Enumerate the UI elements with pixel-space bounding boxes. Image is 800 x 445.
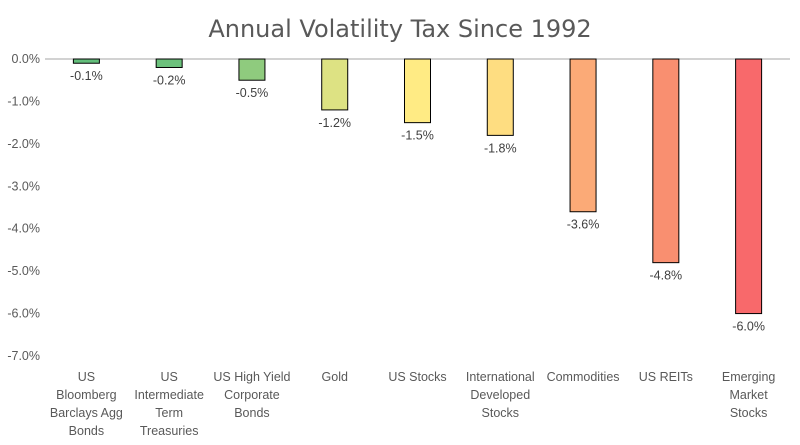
y-tick-label: -1.0% <box>7 94 40 108</box>
data-label: -0.1% <box>70 69 103 83</box>
x-category-label: US High Yield Corporate Bonds <box>213 370 290 420</box>
data-label: -0.2% <box>153 73 186 87</box>
bar <box>321 58 349 111</box>
data-label: -1.8% <box>484 141 517 155</box>
x-category-label-line: Treasuries <box>140 424 199 438</box>
y-axis: 0.0% -1.0% -2.0% -3.0% -4.0% -5.0% -6.0% -7.0% <box>7 52 40 363</box>
x-category-label-line: US <box>78 370 95 384</box>
y-tick-label: -4.0% <box>7 222 40 236</box>
x-category-label: Emerging Market Stocks <box>722 370 776 420</box>
x-category-label-line: US High Yield <box>213 370 290 384</box>
bar <box>569 58 597 213</box>
x-category-label: US Stocks <box>388 370 446 384</box>
y-tick-label: -7.0% <box>7 349 40 363</box>
bar <box>72 58 100 64</box>
x-axis: US Bloomberg Barclays Agg Bonds US Intermedia… <box>50 370 776 438</box>
x-category-label-line: Bonds <box>234 406 269 420</box>
x-category-label-line: US <box>160 370 177 384</box>
x-category-label-line: Commodities <box>547 370 620 384</box>
bar <box>735 58 763 315</box>
x-category-label-line: Market <box>730 388 769 402</box>
chart-title: Annual Volatility Tax Since 1992 <box>208 15 591 43</box>
x-category-label-line: Intermediate <box>134 388 204 402</box>
x-category-label: US REITs <box>639 370 693 384</box>
y-tick-label: -2.0% <box>7 137 40 151</box>
bars-group <box>72 58 763 315</box>
x-category-label-line: International <box>466 370 535 384</box>
bar <box>404 58 431 124</box>
x-category-label-line: Corporate <box>224 388 280 402</box>
data-label: -1.2% <box>318 116 351 130</box>
x-category-label-line: Stocks <box>730 406 768 420</box>
x-category-label-line: Stocks <box>482 406 520 420</box>
data-label: -1.5% <box>401 129 434 143</box>
x-category-label-line: Developed <box>470 388 530 402</box>
x-category-label: Commodities <box>547 370 620 384</box>
y-tick-label: -6.0% <box>7 307 40 321</box>
data-labels-group: -0.1% -0.2% -0.5% -1.2% -1.5% -1.8% -3.6% -4.8%… <box>70 69 765 333</box>
x-category-label-line: Emerging <box>722 370 776 384</box>
x-category-label: International Developed Stocks <box>466 370 535 420</box>
y-tick-label: -5.0% <box>7 264 40 278</box>
x-category-label: Gold <box>322 370 348 384</box>
bar <box>652 58 680 264</box>
data-label: -6.0% <box>732 320 765 334</box>
data-label: -4.8% <box>650 269 683 283</box>
data-label: -0.5% <box>236 86 269 100</box>
x-category-label-line: Bonds <box>69 424 104 438</box>
bar <box>238 58 266 81</box>
x-category-label-line: Bloomberg <box>56 388 116 402</box>
data-label: -3.6% <box>567 218 600 232</box>
x-category-label-line: Term <box>155 406 183 420</box>
bar <box>486 58 514 136</box>
x-category-label: US Bloomberg Barclays Agg Bonds <box>50 370 123 438</box>
bar <box>155 58 183 68</box>
x-category-label-line: US Stocks <box>388 370 446 384</box>
x-category-label-line: US REITs <box>639 370 693 384</box>
x-category-label: US Intermediate Term Treasuries <box>134 370 204 438</box>
x-category-label-line: Barclays Agg <box>50 406 123 420</box>
x-category-label-line: Gold <box>322 370 348 384</box>
y-tick-label: 0.0% <box>12 52 41 66</box>
y-tick-label: -3.0% <box>7 179 40 193</box>
